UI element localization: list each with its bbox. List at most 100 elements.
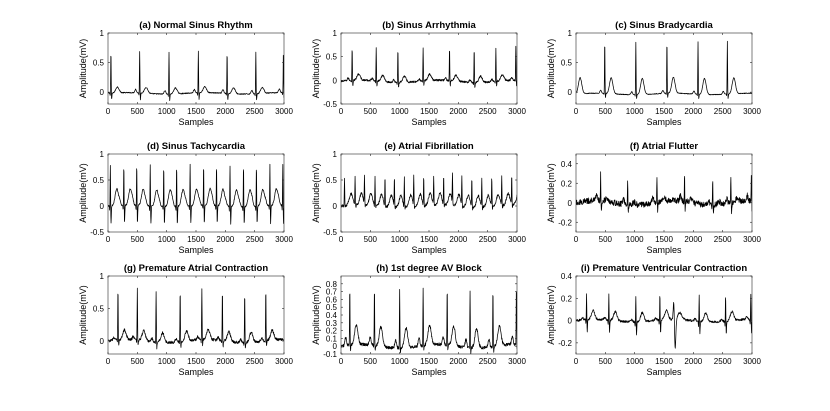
subplot-i-xtick-label: 0	[574, 357, 579, 366]
subplot-a-ytick-label: 0	[100, 88, 105, 97]
subplot-i-ytick-label: -0.2	[558, 339, 572, 348]
subplot-f-xtick-label: 3000	[743, 235, 761, 244]
subplot-h-ytick-label: 0.2	[326, 327, 338, 336]
subplot-f-ecg-trace	[576, 171, 752, 215]
subplot-h-ytick-label: 0.8	[326, 280, 338, 289]
subplot-h-title: (h) 1st degree AV Block	[376, 263, 482, 274]
subplot-d-ytick-label: 0	[100, 202, 105, 211]
subplot-f-ytick-label: 0	[568, 199, 573, 208]
subplot-i-ytick-label: 0.2	[561, 294, 573, 303]
subplot-h-xtick-label: 0	[339, 357, 344, 366]
subplot-i-ylabel: Amplitude(mV)	[546, 285, 556, 345]
subplot-g-title: (g) Premature Atrial Contraction	[124, 263, 268, 274]
subplot-h-xtick-label: 2500	[479, 357, 497, 366]
subplot-e: (e) Atrial Fibrillation 0 500 1000 1500 2000 2…	[311, 141, 526, 255]
subplot-e-xtick-label: 1000	[391, 235, 409, 244]
subplot-h-xlabel: Samples	[411, 367, 447, 377]
subplot-g-ytick-label: 0.5	[93, 305, 105, 314]
subplot-f-ytick-label: 0.2	[561, 179, 573, 188]
subplot-f-xlabel: Samples	[646, 245, 682, 255]
subplot-d-xtick-label: 1000	[158, 235, 176, 244]
subplot-g-ylabel: Amplitude(mV)	[78, 285, 88, 345]
subplot-h-ytick-label: 0.7	[326, 288, 338, 297]
subplot-b-ytick-label: -0.5	[323, 100, 337, 109]
subplot-f-ylabel: Amplitude(mV)	[546, 163, 556, 223]
subplot-e-xtick-label: 500	[364, 235, 378, 244]
subplot-f: (f) Atrial Flutter 0 500 1000 1500 2000 2500 30…	[546, 141, 761, 255]
subplot-a-xtick-label: 2000	[216, 107, 234, 116]
subplot-i-xtick-label: 1000	[626, 357, 644, 366]
subplot-e-ylabel: Amplitude(mV)	[311, 163, 321, 223]
subplot-b-xtick-label: 2000	[449, 107, 467, 116]
subplot-g-xtick-label: 500	[131, 357, 145, 366]
subplot-c-xtick-label: 1500	[655, 107, 673, 116]
subplot-b-ylabel: Amplitude(mV)	[311, 39, 321, 99]
subplot-e-xtick-label: 3000	[508, 235, 526, 244]
subplot-a-ylabel: Amplitude(mV)	[78, 39, 88, 99]
subplot-a-xtick-label: 2500	[246, 107, 264, 116]
subplot-i-ecg-trace	[576, 293, 752, 349]
subplot-b-ecg-trace	[341, 45, 517, 88]
subplot-c: (c) Sinus Bradycardia 0 500 1000 1500 2000 250…	[546, 20, 761, 127]
subplot-h-xtick-label: 500	[364, 357, 378, 366]
subplot-d-xtick-label: 1500	[187, 235, 205, 244]
subplot-e-xtick-label: 2500	[479, 235, 497, 244]
subplot-a-xtick-label: 3000	[275, 107, 293, 116]
subplot-e-ytick-label: -0.5	[323, 228, 337, 237]
subplot-f-ytick-label: 0.4	[561, 160, 573, 169]
subplot-c-xtick-label: 0	[574, 107, 579, 116]
subplot-a-ecg-trace	[108, 50, 284, 101]
subplot-i: (i) Premature Ventricular Contraction 0 50…	[546, 263, 761, 377]
subplot-d-xtick-label: 2000	[216, 235, 234, 244]
subplot-b-ytick-label: 1	[333, 29, 338, 38]
subplot-c-ytick-label: 0	[568, 88, 573, 97]
subplot-d-xlabel: Samples	[178, 245, 214, 255]
subplot-g: (g) Premature Atrial Contraction 0 500 1000…	[78, 263, 293, 377]
subplot-g-xtick-label: 2500	[246, 357, 264, 366]
subplot-h-ecg-trace	[341, 287, 517, 354]
subplot-d-xtick-label: 3000	[275, 235, 293, 244]
subplot-a: (a) Normal Sinus Rhythm 0 500 1000 1500 2000 2…	[78, 20, 293, 127]
subplot-f-xtick-label: 2500	[714, 235, 732, 244]
subplot-c-xtick-label: 3000	[743, 107, 761, 116]
subplot-i-xtick-label: 3000	[743, 357, 761, 366]
subplot-g-xtick-label: 1000	[158, 357, 176, 366]
subplot-c-xtick-label: 500	[599, 107, 613, 116]
subplot-f-ytick-label: -0.2	[558, 218, 572, 227]
subplot-d-xtick-label: 2500	[246, 235, 264, 244]
subplot-c-title: (c) Sinus Bradycardia	[615, 20, 713, 31]
subplot-h-ytick-label: 0.5	[326, 303, 338, 312]
subplot-g-xtick-label: 2000	[216, 357, 234, 366]
subplot-b-ytick-label: 0.5	[326, 53, 338, 62]
subplot-g-ytick-label: 0	[100, 337, 105, 346]
subplot-i-xtick-label: 2000	[684, 357, 702, 366]
subplot-e-xtick-label: 2000	[449, 235, 467, 244]
subplot-g-xtick-label: 3000	[275, 357, 293, 366]
subplot-a-ytick-label: 1	[100, 29, 105, 38]
subplot-c-ytick-label: 1	[568, 29, 573, 38]
subplot-h-xtick-label: 2000	[449, 357, 467, 366]
subplot-f-xtick-label: 500	[599, 235, 613, 244]
subplot-a-title: (a) Normal Sinus Rhythm	[139, 20, 253, 31]
subplot-b-xtick-label: 500	[364, 107, 378, 116]
subplot-a-xlabel: Samples	[178, 117, 214, 127]
subplot-h: (h) 1st degree AV Block 0 500 1000 1500 2000 2…	[311, 263, 526, 377]
subplot-c-ylabel: Amplitude(mV)	[546, 39, 556, 99]
subplot-f-xtick-label: 0	[574, 235, 579, 244]
subplot-c-ecg-trace	[576, 40, 752, 99]
subplot-a-ytick-label: 0.5	[93, 59, 105, 68]
subplot-b: (b) Sinus Arrhythmia 0 500 1000 1500 2000 2500…	[311, 20, 526, 127]
subplot-b-xtick-label: 2500	[479, 107, 497, 116]
subplot-a-xtick-label: 1000	[158, 107, 176, 116]
subplot-a-xtick-label: 0	[106, 107, 111, 116]
subplot-e-xtick-label: 0	[339, 235, 344, 244]
subplot-i-xtick-label: 1500	[655, 357, 673, 366]
subplot-d-xtick-label: 0	[106, 235, 111, 244]
subplot-h-ytick-label: -0.1	[323, 350, 337, 359]
subplot-d: (d) Sinus Tachycardia 0 500 1000 1500 2000 250…	[78, 141, 293, 255]
subplot-e-ytick-label: 0.5	[326, 176, 338, 185]
subplot-f-axes-frame	[575, 153, 753, 233]
subplot-b-xtick-label: 1000	[391, 107, 409, 116]
